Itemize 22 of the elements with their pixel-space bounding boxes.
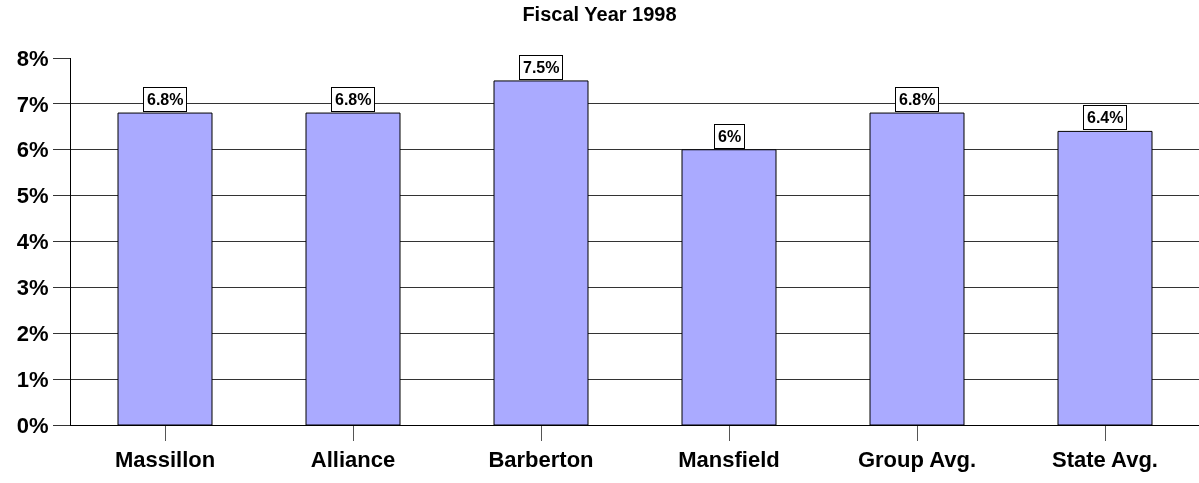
data-label: 6.8%	[147, 91, 184, 108]
y-tick-label: 7%	[16, 91, 49, 117]
x-tick-label: Mansfield	[678, 447, 780, 473]
y-tick-label: 6%	[16, 137, 49, 163]
y-tick-label: 3%	[16, 275, 49, 301]
data-label: 6.8%	[899, 91, 936, 108]
data-label: 6%	[718, 128, 742, 145]
y-tick-label: 5%	[16, 183, 49, 209]
x-tick-label: Group Avg.	[857, 447, 977, 473]
x-tick-label: State Avg.	[1052, 447, 1158, 473]
x-tick-label: Alliance	[310, 447, 396, 473]
y-tick-label: 8%	[16, 45, 49, 71]
y-tick-label: 1%	[16, 366, 49, 392]
y-tick-label: 4%	[16, 229, 49, 255]
chart-title: Fiscal Year 1998	[522, 3, 677, 26]
data-label: 7.5%	[523, 59, 560, 76]
x-tick-label: Barberton	[488, 447, 594, 473]
x-tick-label: Massillon	[114, 447, 216, 473]
data-label: 6.8%	[335, 91, 372, 108]
y-tick-label: 0%	[16, 412, 49, 438]
y-tick-label: 2%	[16, 320, 49, 346]
data-label: 6.4%	[1087, 109, 1124, 126]
